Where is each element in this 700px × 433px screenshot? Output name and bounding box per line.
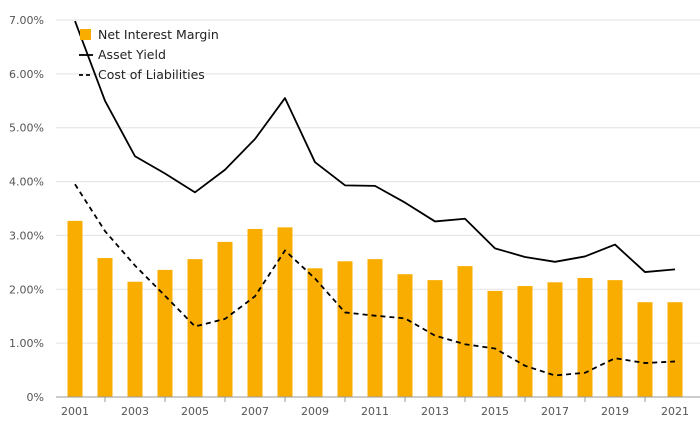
- legend-label-net-interest-margin: Net Interest Margin: [98, 27, 219, 42]
- bar-net-interest-margin-2009: [307, 268, 323, 397]
- bar-net-interest-margin-2007: [247, 228, 263, 397]
- x-tick-label: 2013: [421, 405, 449, 418]
- legend: Net Interest Margin Asset Yield Cost of …: [79, 27, 219, 82]
- bar-net-interest-margin-2004: [157, 269, 173, 397]
- bar-net-interest-margin-2019: [607, 280, 623, 397]
- x-tick-label: 2005: [181, 405, 209, 418]
- y-tick-label: 7.00%: [9, 14, 44, 27]
- bar-net-interest-margin-2003: [127, 281, 143, 397]
- bar-net-interest-margin-2001: [67, 220, 83, 397]
- bar-net-interest-margin-2002: [97, 258, 113, 397]
- bar-net-interest-margin-2011: [367, 259, 383, 397]
- x-tick-label: 2003: [121, 405, 149, 418]
- bar-net-interest-margin-2012: [397, 274, 413, 397]
- line-series-group: [74, 20, 676, 377]
- x-tick-label: 2001: [61, 405, 89, 418]
- bar-net-interest-margin-2010: [337, 261, 353, 397]
- bar-net-interest-margin-2013: [427, 280, 443, 397]
- legend-label-asset-yield: Asset Yield: [98, 47, 166, 62]
- x-tick-label: 2007: [241, 405, 269, 418]
- y-tick-label: 0%: [27, 391, 44, 404]
- bar-net-interest-margin-2008: [277, 227, 293, 397]
- bar-net-interest-margin-2017: [547, 282, 563, 397]
- line-asset-yield: [74, 20, 676, 273]
- bar-net-interest-margin-2020: [637, 302, 653, 397]
- y-axis-ticks: 0% 1.00% 2.00% 3.00% 4.00% 5.00% 6.00% 7.00%: [9, 14, 44, 404]
- bar-series-net-interest-margin: [67, 220, 683, 397]
- bar-net-interest-margin-2014: [457, 266, 473, 397]
- x-tick-label: 2017: [541, 405, 569, 418]
- y-tick-label: 2.00%: [9, 283, 44, 296]
- x-tick-label: 2019: [601, 405, 629, 418]
- x-tick-label: 2021: [661, 405, 689, 418]
- x-tick-label: 2009: [301, 405, 329, 418]
- bar-net-interest-margin-2021: [667, 302, 683, 397]
- legend-swatch-net-interest-margin: [80, 29, 91, 40]
- y-tick-label: 3.00%: [9, 229, 44, 242]
- y-tick-label: 6.00%: [9, 68, 44, 81]
- y-tick-label: 5.00%: [9, 122, 44, 135]
- x-tick-label: 2011: [361, 405, 389, 418]
- bar-net-interest-margin-2015: [487, 290, 503, 397]
- bar-net-interest-margin-2018: [577, 277, 593, 397]
- x-tick-label: 2015: [481, 405, 509, 418]
- y-tick-label: 1.00%: [9, 337, 44, 350]
- bar-net-interest-margin-2005: [187, 259, 203, 397]
- y-tick-label: 4.00%: [9, 176, 44, 189]
- bar-net-interest-margin-2016: [517, 286, 533, 397]
- legend-label-cost-of-liabilities: Cost of Liabilities: [98, 67, 205, 82]
- x-axis-ticks: 2001 2003 2005 2007 2009 2011 2013 2015 2017 2019…: [61, 397, 689, 418]
- line-cost-of-liabilities: [74, 183, 676, 377]
